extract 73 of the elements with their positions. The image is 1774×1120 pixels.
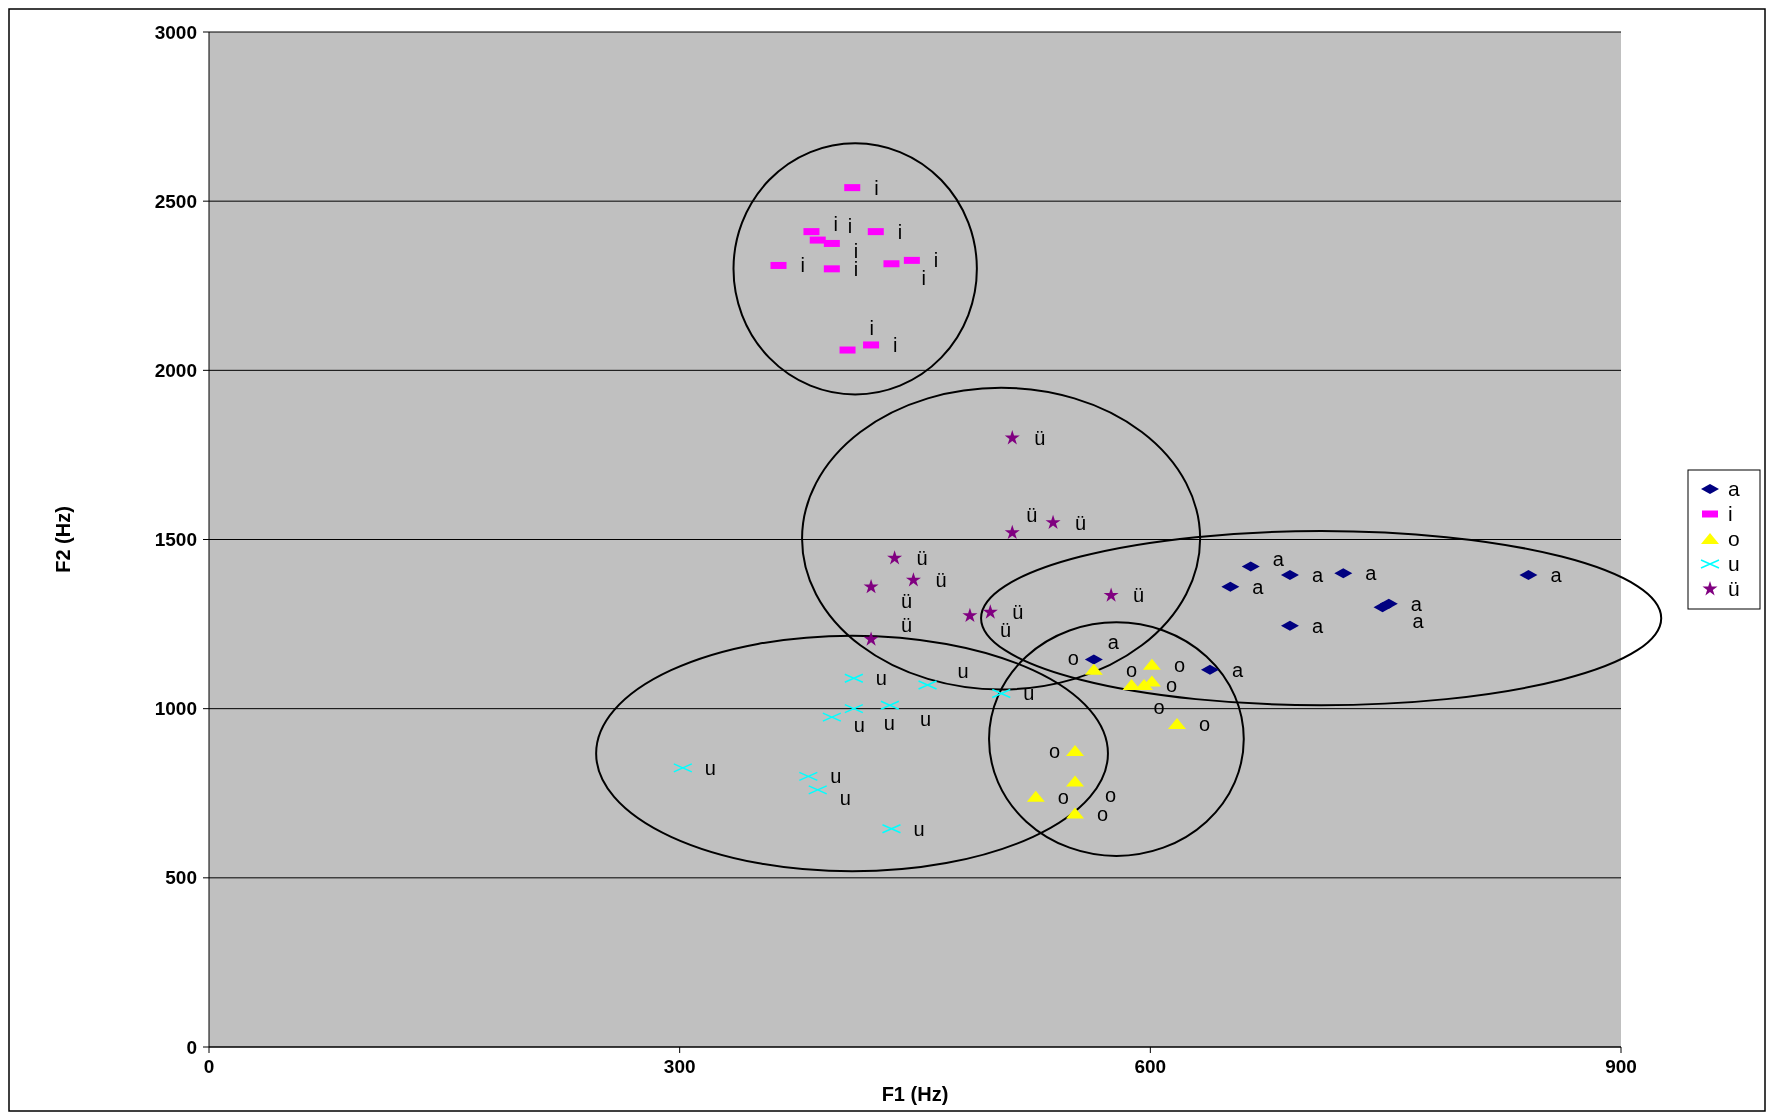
x-axis-title: F1 (Hz) [881,1083,949,1105]
data-label: ü [999,618,1012,641]
x-tick-label: 900 [1605,1056,1637,1077]
data-label: i [874,176,879,199]
y-tick-label: 2500 [154,190,197,212]
data-label: ü [1075,511,1087,534]
data-label: u [830,765,842,788]
data-label: ü [935,569,947,592]
point [962,607,978,623]
data-label: o [1173,653,1186,676]
y-axis-title: F2 (Hz) [52,506,74,573]
data-label: u [919,708,932,731]
point [863,631,879,646]
point [1004,524,1020,540]
data-label: i [893,333,898,356]
data-label: u [853,714,865,737]
legend-label: o [1728,527,1740,551]
data-label: u [883,711,895,734]
data-label: a [1107,630,1120,653]
y-tick-label: 1000 [154,698,197,720]
data-label: i [847,215,853,238]
y-tick-label: 1500 [154,529,197,551]
data-label: o [1049,739,1061,762]
x-tick-label: 600 [1134,1056,1167,1077]
data-label: u [913,817,925,840]
x-tick-label: 300 [663,1056,696,1077]
data-label: ü [1034,427,1046,449]
data-label: a [1311,614,1324,637]
point [863,578,879,594]
data-label: a [1311,564,1324,587]
point [1004,430,1020,445]
data-label: u [839,786,851,809]
data-label: ü [901,614,913,637]
point [1103,587,1119,602]
data-label: o [1125,658,1138,681]
data-label: u [704,756,716,779]
data-label: i [800,254,805,277]
x-tick-label: 0 [203,1056,215,1077]
data-label: i [853,257,859,280]
y-tick-label: 0 [186,1036,197,1058]
data-label: i [933,249,939,272]
point [982,604,998,619]
data-label: o [1199,712,1211,735]
data-label: i [869,317,874,340]
data-label: u [957,659,969,682]
data-label: a [1252,575,1265,598]
y-tick-label: 500 [165,867,197,889]
data-label: a [1550,564,1563,587]
point [905,572,921,587]
data-label: ü [1026,503,1038,526]
y-tick-label: 2000 [154,359,197,381]
data-label: u [875,667,887,690]
legend-label: i [1728,502,1733,526]
point [1045,514,1061,529]
point [887,550,903,565]
legend-label: a [1728,477,1740,501]
data-label: a [1231,658,1244,681]
data-label: ü [901,589,913,612]
y-tick-label: 3000 [154,21,197,43]
data-label: a [1365,562,1378,585]
data-label: a [1272,547,1285,570]
data-label: ü [1133,584,1145,607]
data-label: ü [1012,601,1024,624]
data-label: o [1067,646,1079,669]
data-label: i [921,266,926,289]
legend-label: u [1728,552,1740,576]
data-label: o [1057,785,1069,808]
legend-label: ü [1728,577,1740,601]
data-label: o [1166,673,1178,696]
data-label: ü [916,547,928,570]
data-label: i [833,212,838,235]
data-label: i [897,220,903,243]
data-label: u [1023,682,1035,705]
